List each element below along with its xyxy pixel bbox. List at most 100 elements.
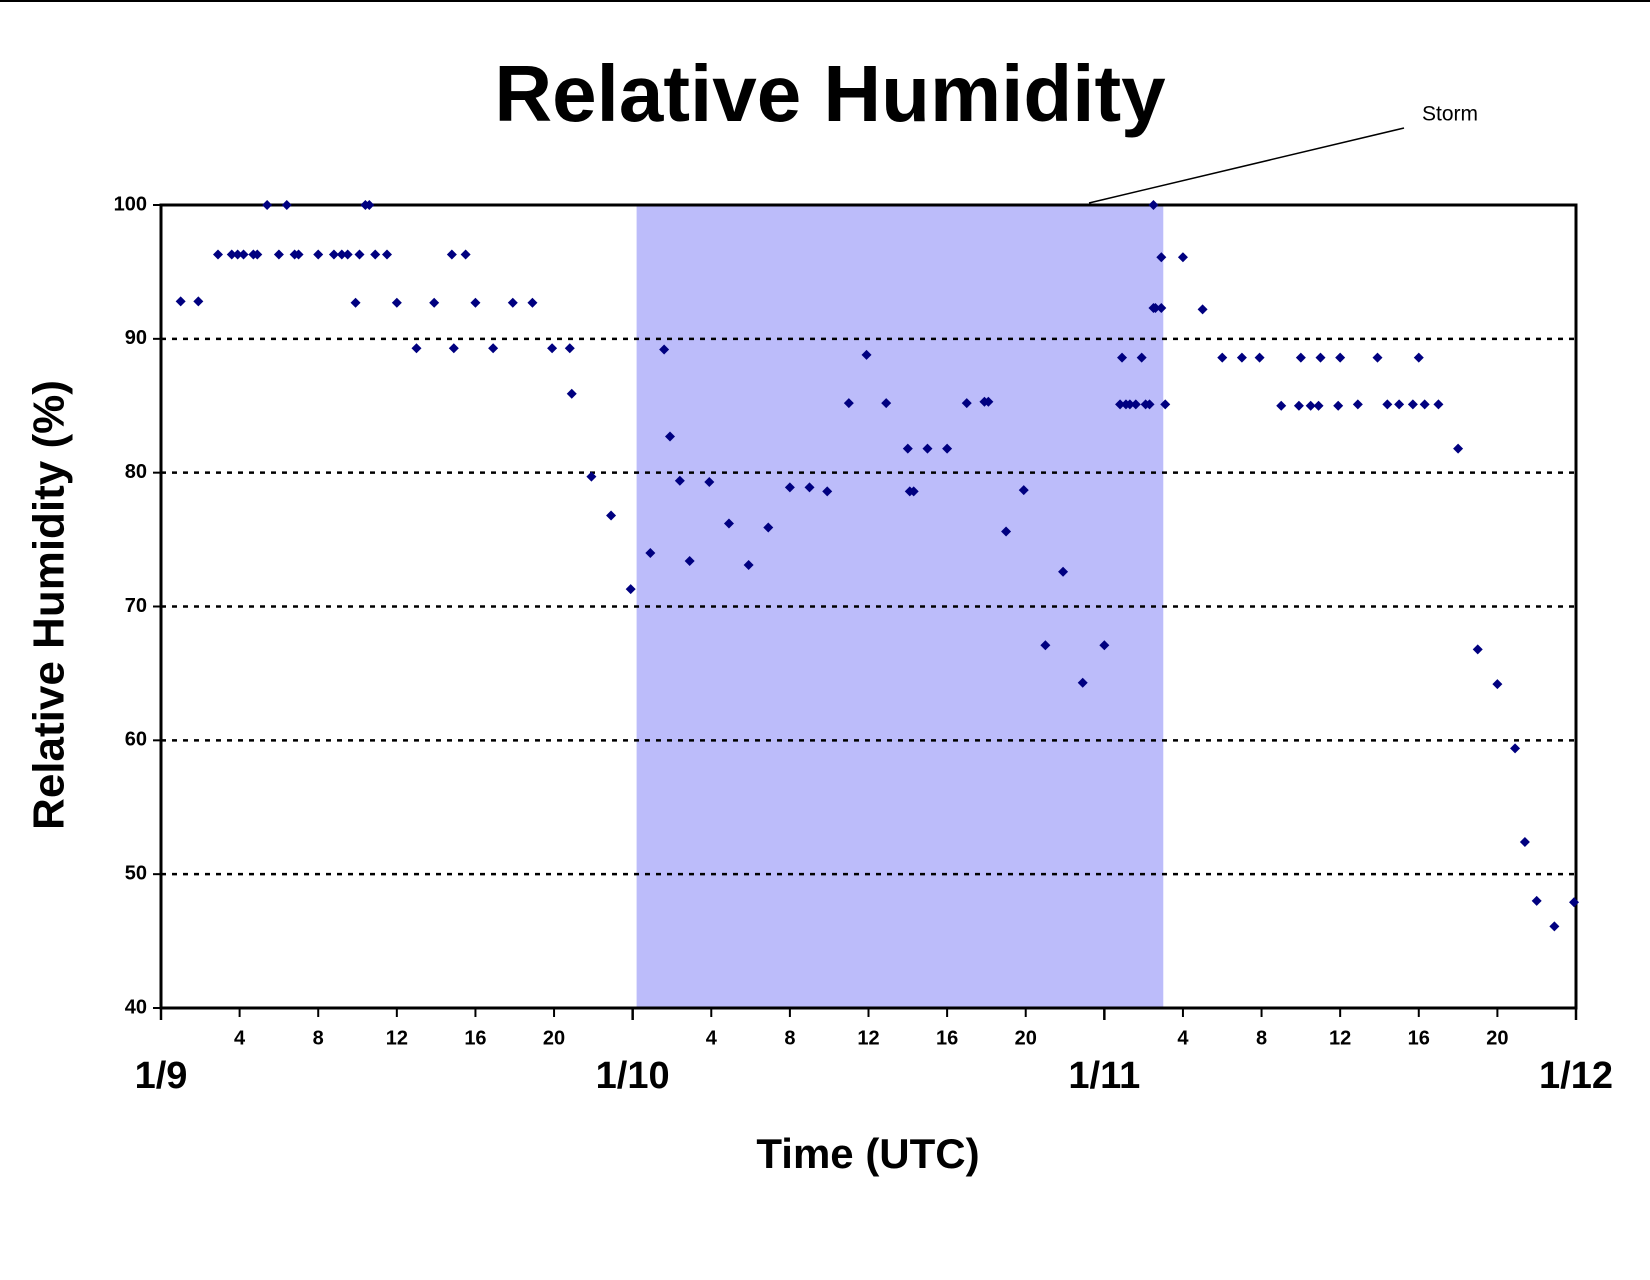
- y-tick-label: 100: [114, 193, 147, 215]
- data-point: [429, 297, 440, 308]
- data-point: [659, 344, 670, 355]
- x-tick-label: 4: [234, 1027, 246, 1049]
- data-point: [1001, 526, 1012, 537]
- x-tick-label: 20: [1486, 1027, 1508, 1049]
- data-point: [665, 431, 676, 442]
- data-point: [1531, 895, 1542, 906]
- data-point: [488, 343, 499, 354]
- data-point: [1058, 566, 1069, 577]
- data-point: [1293, 400, 1304, 411]
- data-point: [212, 249, 223, 260]
- x-tick-label: 16: [936, 1027, 958, 1049]
- x-tick-label: 20: [543, 1027, 565, 1049]
- data-point: [470, 297, 481, 308]
- data-point: [804, 482, 815, 493]
- data-point: [527, 297, 538, 308]
- data-point: [448, 343, 459, 354]
- data-point: [843, 398, 854, 409]
- x-tick-label: 8: [1256, 1027, 1267, 1049]
- data-point: [1394, 399, 1405, 410]
- data-point: [1018, 485, 1029, 496]
- x-tick-label: 4: [1177, 1027, 1189, 1049]
- data-point: [1156, 252, 1167, 263]
- data-point: [273, 249, 284, 260]
- data-point: [193, 296, 204, 307]
- data-point: [1382, 399, 1393, 410]
- data-point: [364, 200, 375, 210]
- data-point: [175, 296, 186, 307]
- data-point: [1413, 352, 1424, 363]
- data-point: [1117, 352, 1128, 363]
- data-point: [1433, 399, 1444, 410]
- data-point: [902, 443, 913, 454]
- data-point: [1472, 644, 1483, 655]
- data-point: [1492, 679, 1503, 690]
- data-point: [922, 443, 933, 454]
- chart-title: Relative Humidity: [494, 49, 1166, 138]
- data-point: [350, 297, 361, 308]
- y-tick-label: 40: [125, 996, 147, 1018]
- data-point: [313, 249, 324, 260]
- data-point: [1333, 400, 1344, 411]
- data-point: [983, 396, 994, 407]
- data-point: [704, 477, 715, 488]
- data-point: [232, 249, 243, 260]
- data-point: [1156, 303, 1167, 314]
- y-tick-label: 60: [125, 729, 147, 751]
- data-point: [743, 560, 754, 571]
- data-point: [784, 482, 795, 493]
- data-point: [881, 398, 892, 409]
- data-point: [1519, 837, 1530, 848]
- data-point: [861, 349, 872, 360]
- data-point: [1254, 352, 1265, 363]
- y-tick-label: 80: [125, 461, 147, 483]
- x-major-label: 1/10: [596, 1055, 670, 1097]
- data-point: [293, 249, 304, 260]
- data-point: [252, 249, 263, 260]
- x-major-label: 1/9: [135, 1055, 188, 1097]
- data-point: [684, 555, 695, 566]
- data-point: [507, 297, 518, 308]
- data-point: [342, 249, 353, 260]
- y-axis-label: Relative Humidity (%): [25, 380, 74, 830]
- x-tick-label: 12: [1329, 1027, 1351, 1049]
- data-point: [961, 398, 972, 409]
- data-point: [723, 518, 734, 529]
- x-tick-label: 8: [784, 1027, 795, 1049]
- data-point: [564, 343, 575, 354]
- data-point: [1276, 400, 1287, 411]
- data-point: [1160, 399, 1171, 410]
- annotation-leader: [1088, 127, 1405, 204]
- x-major-label: 1/11: [1068, 1055, 1140, 1097]
- y-tick-label: 90: [125, 327, 147, 349]
- data-point: [1295, 352, 1306, 363]
- data-point: [336, 249, 347, 260]
- data-point: [1352, 399, 1363, 410]
- data-point: [822, 486, 833, 497]
- data-point: [1419, 399, 1430, 410]
- x-tick-label: 16: [464, 1027, 486, 1049]
- data-point: [674, 475, 685, 486]
- data-point: [1130, 399, 1141, 410]
- data-point: [1510, 743, 1521, 754]
- data-point: [460, 249, 471, 260]
- annotation: Storm: [1422, 103, 1478, 126]
- data-point: [763, 522, 774, 533]
- data-point: [1099, 640, 1110, 651]
- data-point: [606, 510, 617, 521]
- data-point: [226, 249, 237, 260]
- data-point: [262, 200, 273, 210]
- data-point: [391, 297, 402, 308]
- data-point: [1407, 399, 1418, 410]
- data-point: [1150, 303, 1161, 314]
- data-point: [1124, 399, 1135, 410]
- data-point: [1236, 352, 1247, 363]
- x-tick-label: 20: [1015, 1027, 1037, 1049]
- plot-frame: [159, 203, 1578, 1010]
- data-point: [238, 249, 249, 260]
- data-point: [1315, 352, 1326, 363]
- data-point: [1453, 443, 1464, 454]
- data-point: [942, 443, 953, 454]
